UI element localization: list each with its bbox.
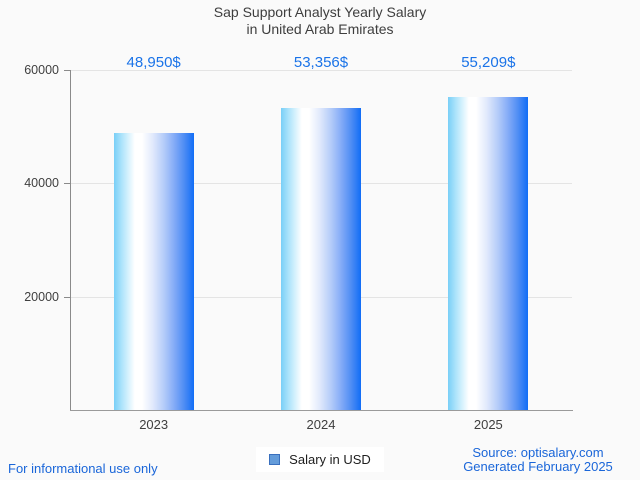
source-block: Source: optisalary.com Generated Februar…	[438, 446, 638, 474]
disclaimer-text: For informational use only	[8, 461, 158, 476]
bar-2025	[448, 97, 529, 410]
bar-2024	[281, 107, 361, 410]
y-tick-label-60000: 60000	[24, 63, 59, 77]
bar-2023	[113, 132, 194, 410]
value-label-2024: 53,356$	[293, 54, 349, 71]
y-axis-line	[70, 70, 71, 411]
chart-title: Sap Support Analyst Yearly Salary in Uni…	[0, 4, 640, 38]
y-tick-label-40000: 40000	[24, 176, 59, 191]
chart-title-line-1: Sap Support Analyst Yearly Salary	[213, 4, 427, 20]
y-tick-20000	[64, 296, 70, 298]
source-text: Source: optisalary.com	[472, 445, 604, 460]
x-tick-label-2024: 2024	[306, 417, 336, 432]
legend: Salary in USD	[256, 447, 384, 472]
generated-text: Generated February 2025	[463, 459, 613, 474]
legend-label: Salary in USD	[289, 452, 371, 467]
x-tick-label-2023: 2023	[139, 417, 169, 432]
gridline-60000	[70, 70, 572, 71]
y-tick-label-20000: 20000	[24, 289, 59, 304]
y-tick-40000	[64, 183, 70, 185]
value-label-2023: 48,950$	[126, 54, 181, 71]
x-tick-label-2025: 2025	[473, 417, 503, 432]
x-axis-line	[70, 410, 573, 411]
chart-title-line-2: in United Arab Emirates	[246, 21, 394, 37]
y-tick-60000	[64, 70, 70, 71]
value-label-2025: 55,209$	[461, 54, 516, 71]
legend-marker-icon	[269, 454, 281, 465]
